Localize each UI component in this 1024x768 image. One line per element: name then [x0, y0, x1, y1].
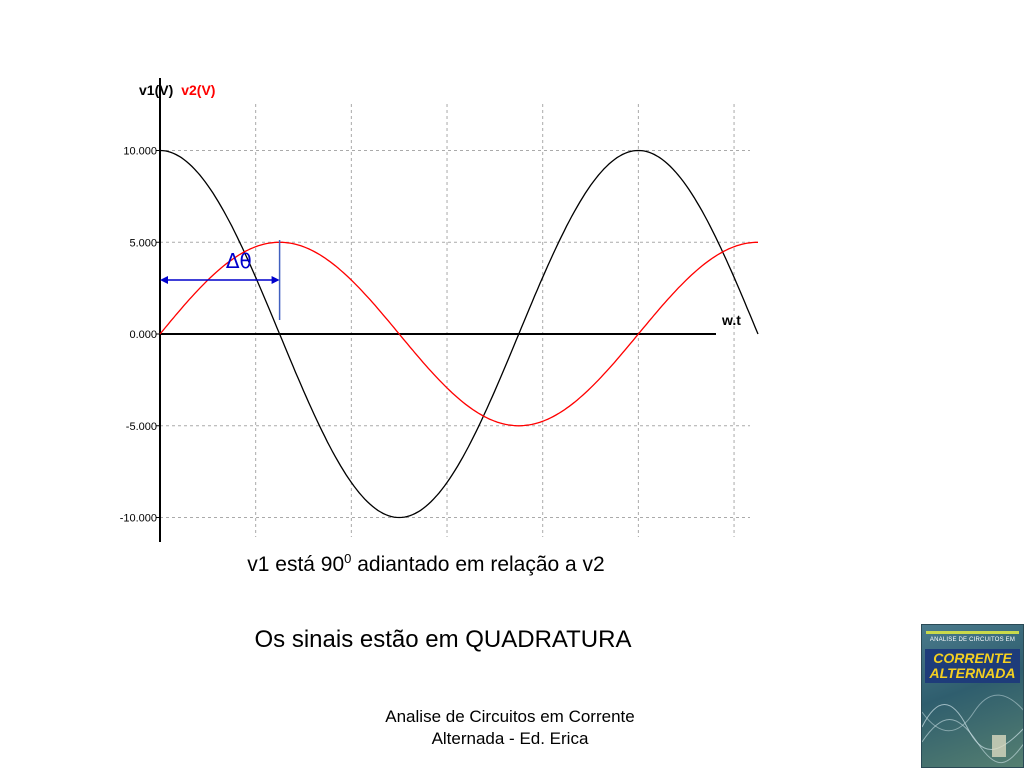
y-tick-label-0: 10.000 — [123, 146, 157, 158]
axes: 10.000 5.000 0.000 -5.000 -10.000 — [120, 78, 716, 542]
book-cover-title-line-1: CORRENTE — [933, 650, 1012, 666]
y-tick-label-1: 5.000 — [129, 237, 157, 249]
phase-caption: v1 está 900 adiantado em relação a v2 — [0, 551, 852, 577]
book-cover-thumbnail: ANALISE DE CIRCUITOS EM CORRENTE ALTERNA… — [921, 624, 1024, 768]
phase-caption-text-end: adiantado em relação a v2 — [351, 553, 605, 576]
delta-arrow-left-head — [160, 276, 168, 284]
x-axis-label: w.t — [721, 312, 741, 328]
book-cover-stripe — [926, 631, 1019, 634]
series-layer — [159, 149, 759, 519]
footer-citation: Analise de Circuitos em Corrente Alterna… — [340, 706, 680, 750]
phase-chart: 10.000 5.000 0.000 -5.000 -10.000 Δθ v1(V) v2… — [120, 78, 759, 542]
quadrature-caption: Os sinais estão em QUADRATURA — [254, 626, 632, 653]
annotation-layer: Δθ — [160, 240, 281, 320]
book-cover-title: CORRENTE ALTERNADA — [925, 649, 1020, 683]
book-cover-title-line-2: ALTERNADA — [929, 665, 1016, 681]
y-tick-label-4: -10.000 — [120, 513, 157, 525]
delta-theta-label: Δθ — [226, 249, 252, 273]
y-axis-title: v1(V) v2(V) — [139, 82, 215, 98]
footer-line-2: Alternada - Ed. Erica — [431, 729, 589, 748]
delta-arrow-right-head — [271, 276, 280, 284]
series-line-v2 — [159, 241, 758, 427]
series-line-v1 — [159, 149, 759, 519]
phase-caption-text: v1 está 90 — [247, 553, 345, 576]
book-cover-waves-icon — [922, 694, 1023, 764]
y-tick-label-2: 0.000 — [129, 329, 157, 341]
y-title-part-0: v1(V) — [139, 82, 173, 98]
y-title-part-1: v2(V) — [181, 82, 215, 98]
footer-line-1: Analise de Circuitos em Corrente — [385, 707, 635, 726]
book-cover-subtitle: ANALISE DE CIRCUITOS EM — [929, 637, 1016, 643]
y-tick-label-3: -5.000 — [126, 421, 157, 433]
grid — [160, 104, 750, 537]
degree-superscript: 0 — [344, 551, 352, 566]
